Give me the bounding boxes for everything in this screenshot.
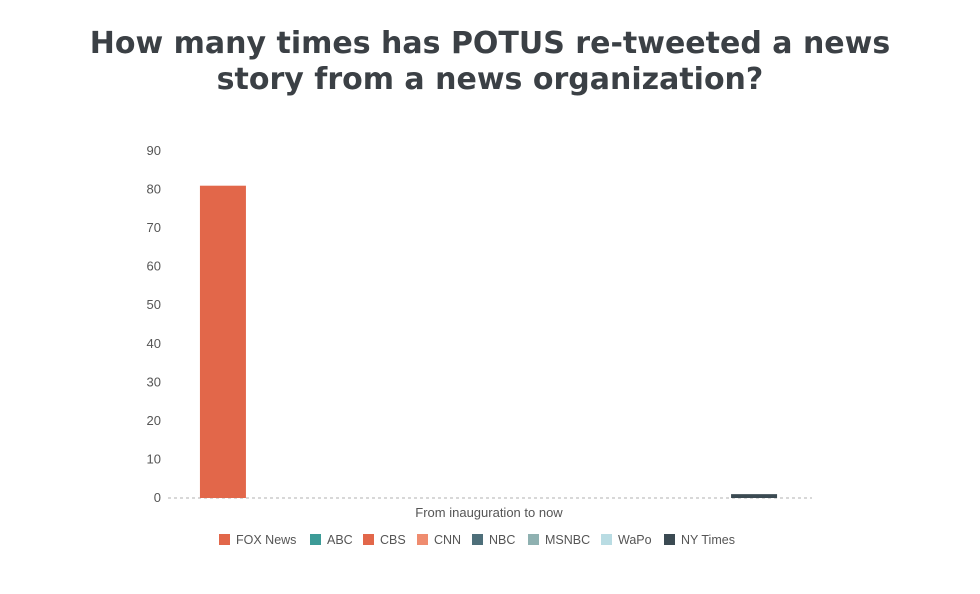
- y-tick-label: 20: [147, 413, 161, 428]
- legend-swatch: [472, 534, 483, 545]
- legend-label: FOX News: [236, 533, 296, 547]
- legend-swatch: [417, 534, 428, 545]
- y-tick-label: 30: [147, 374, 161, 389]
- y-tick-label: 90: [147, 143, 161, 158]
- legend-label: NY Times: [681, 533, 735, 547]
- legend-label: ABC: [327, 533, 353, 547]
- legend-swatch: [528, 534, 539, 545]
- legend-swatch: [310, 534, 321, 545]
- y-tick-label: 10: [147, 451, 161, 466]
- legend-label: CBS: [380, 533, 406, 547]
- legend: FOX News ABC CBS CNN NBC MSNBC WaPo NY Times: [219, 533, 735, 547]
- legend-swatch: [363, 534, 374, 545]
- x-axis-label: From inauguration to now: [415, 505, 563, 520]
- bars: [199, 185, 778, 498]
- legend-swatch: [219, 534, 230, 545]
- legend-label: NBC: [489, 533, 515, 547]
- bar-fox-news: [199, 185, 246, 498]
- legend-swatch: [601, 534, 612, 545]
- y-tick-label: 0: [154, 490, 161, 505]
- y-axis: 0 10 20 30 40 50 60 70 80 90: [147, 143, 161, 505]
- legend-swatch: [664, 534, 675, 545]
- y-tick-label: 60: [147, 259, 161, 274]
- legend-label: CNN: [434, 533, 461, 547]
- y-tick-label: 40: [147, 336, 161, 351]
- chart-title: How many times has POTUS re-tweeted a ne…: [0, 26, 980, 98]
- legend-label: MSNBC: [545, 533, 590, 547]
- y-tick-label: 50: [147, 297, 161, 312]
- chart-title-line-2: story from a news organization?: [216, 62, 764, 97]
- chart-title-line-1: How many times has POTUS re-tweeted a ne…: [89, 26, 891, 61]
- legend-label: WaPo: [618, 533, 652, 547]
- y-tick-label: 80: [147, 182, 161, 197]
- bar-ny-times: [731, 494, 778, 498]
- y-tick-label: 70: [147, 220, 161, 235]
